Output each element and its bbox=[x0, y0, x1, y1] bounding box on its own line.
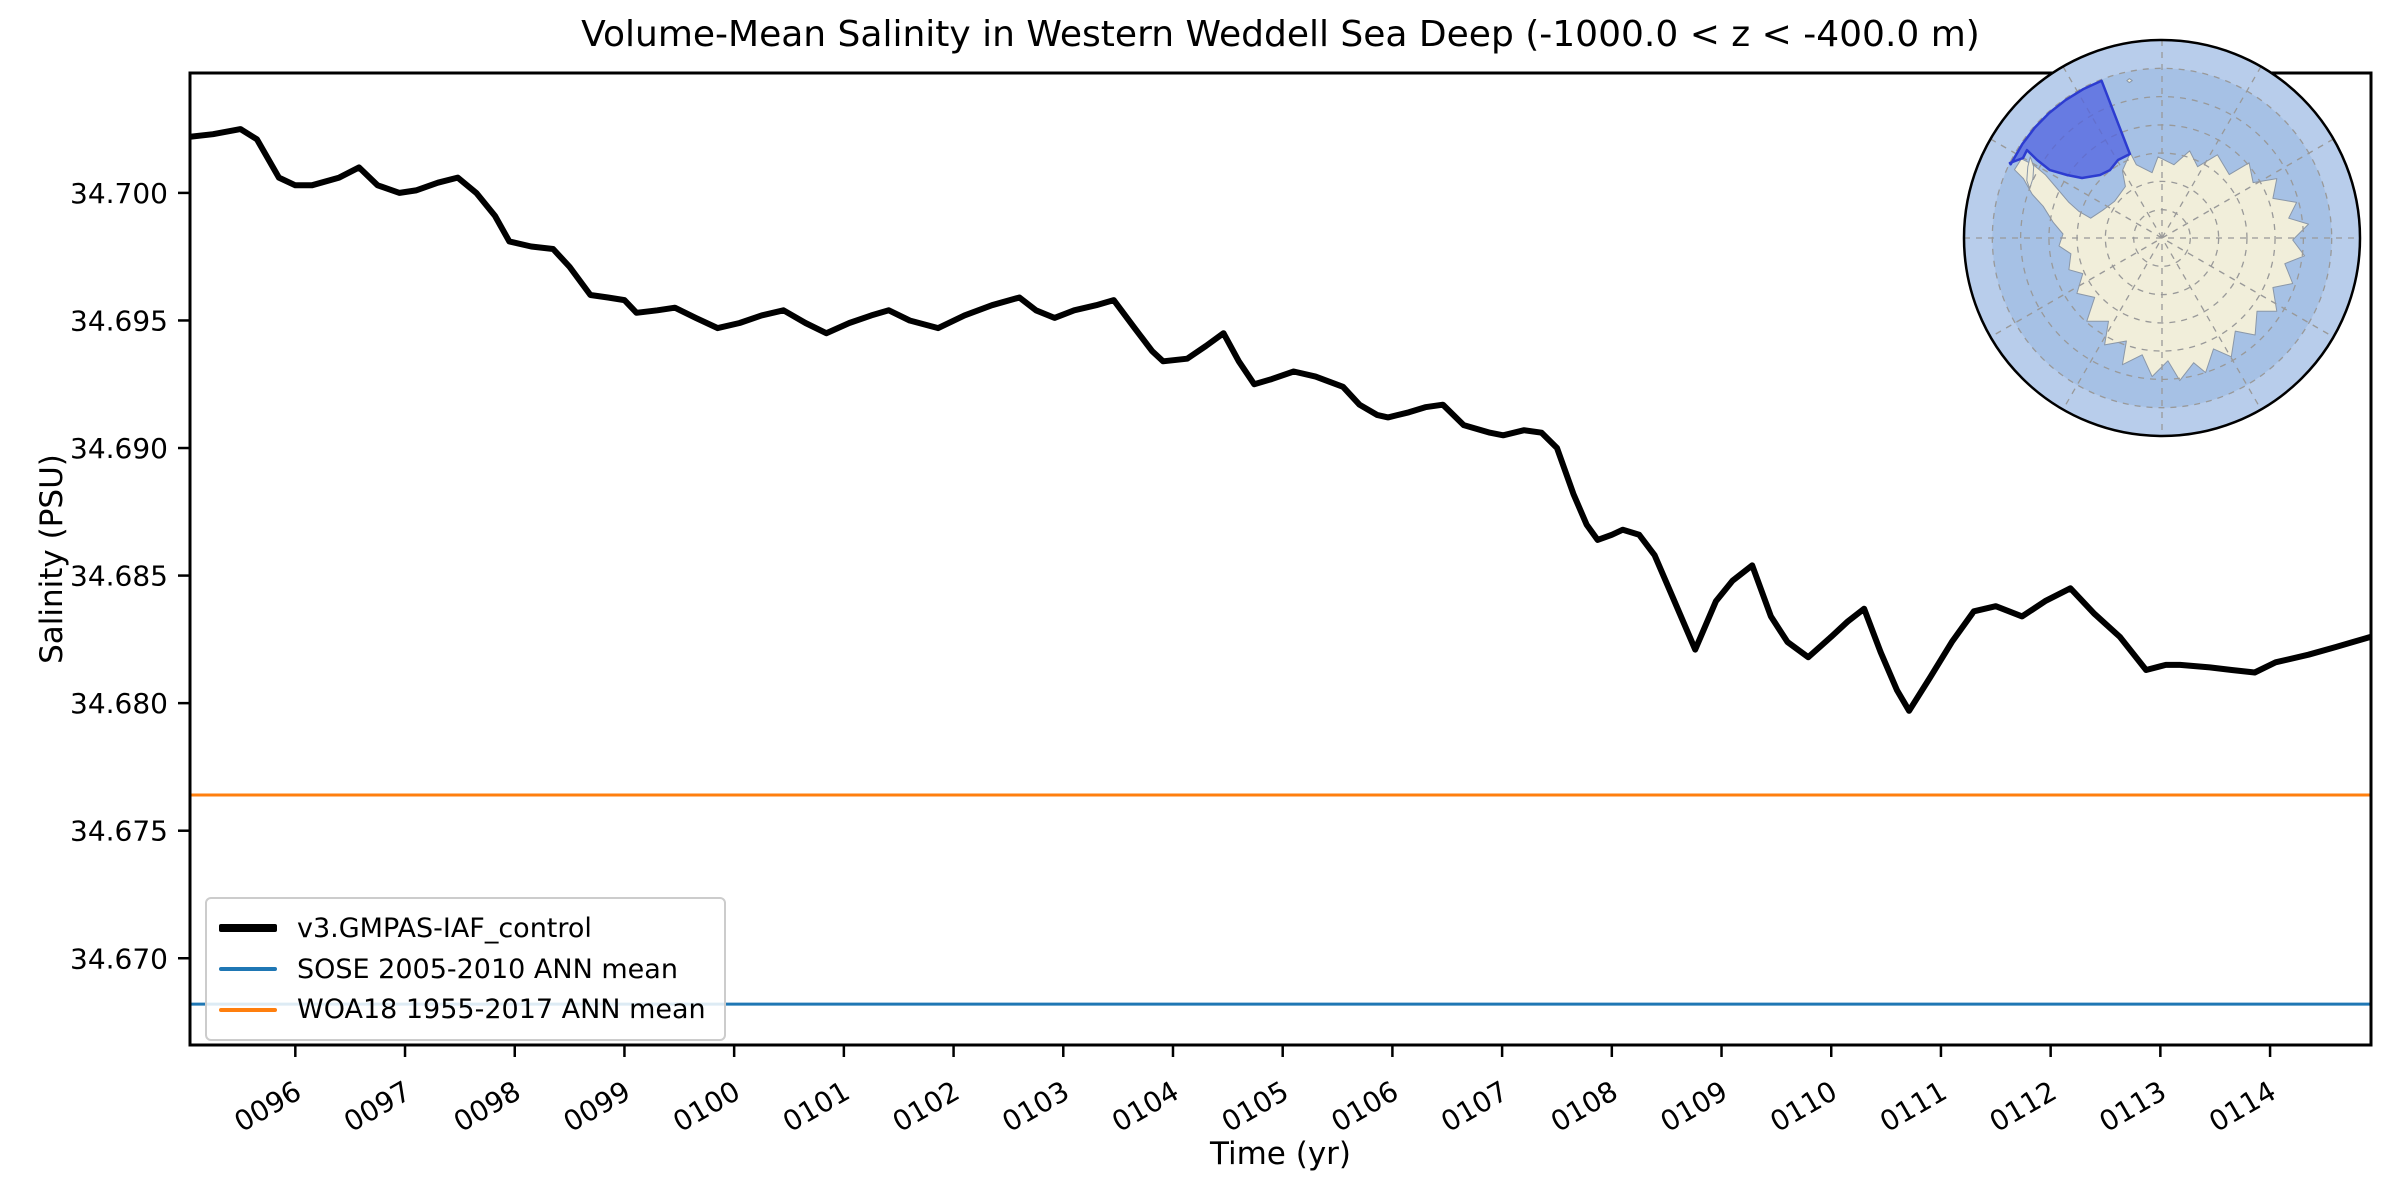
y-tick-label: 34.695 bbox=[70, 304, 168, 337]
legend-line-sample-blue bbox=[219, 967, 277, 971]
antarctica-inset-map-svg bbox=[1962, 38, 2362, 438]
y-tick-label: 34.685 bbox=[70, 560, 168, 593]
legend-line-sample-orange bbox=[219, 1007, 277, 1012]
y-axis-label: Salinity (PSU) bbox=[34, 454, 70, 664]
legend-entry-woa18: WOA18 1955-2017 ANN mean bbox=[219, 994, 714, 1025]
legend-entry-control: v3.GMPAS-IAF_control bbox=[219, 913, 714, 944]
x-tick-label: 0108 bbox=[1545, 1074, 1623, 1138]
x-tick-label: 0111 bbox=[1874, 1074, 1952, 1138]
legend-line-sample-black bbox=[219, 924, 277, 933]
map-content bbox=[1965, 41, 2359, 435]
x-tick-label: 0102 bbox=[887, 1074, 965, 1138]
legend-label: v3.GMPAS-IAF_control bbox=[297, 912, 592, 944]
y-tick-label: 34.700 bbox=[70, 177, 168, 210]
x-tick-label: 0097 bbox=[338, 1074, 416, 1138]
antarctica-landmass bbox=[2126, 78, 2133, 84]
x-axis-label: Time (yr) bbox=[1210, 1136, 1351, 1172]
x-tick-label: 0104 bbox=[1106, 1074, 1184, 1138]
x-tick-label: 0105 bbox=[1216, 1074, 1294, 1138]
legend-entry-sose: SOSE 2005-2010 ANN mean bbox=[219, 954, 714, 985]
x-tick-label: 0098 bbox=[448, 1074, 526, 1138]
x-tick-label: 0101 bbox=[777, 1074, 855, 1138]
x-tick-label: 0113 bbox=[2094, 1074, 2172, 1138]
x-tick-label: 0103 bbox=[997, 1074, 1075, 1138]
analysis-region-highlight bbox=[2008, 79, 2132, 180]
y-tick-label: 34.675 bbox=[70, 815, 168, 848]
model-salinity-curve bbox=[190, 126, 2371, 714]
x-tick-label: 0110 bbox=[1765, 1074, 1843, 1138]
chart-title: Volume-Mean Salinity in Western Weddell … bbox=[581, 14, 1980, 55]
x-tick-label: 0112 bbox=[1984, 1074, 2062, 1138]
x-tick-label: 0107 bbox=[1435, 1074, 1513, 1138]
x-tick-label: 0114 bbox=[2203, 1074, 2281, 1138]
x-tick-label: 0106 bbox=[1326, 1074, 1404, 1138]
graticule-meridian bbox=[1990, 138, 2334, 338]
y-tick-label: 34.670 bbox=[70, 942, 168, 975]
x-tick-label: 0096 bbox=[229, 1074, 307, 1138]
x-tick-label: 0109 bbox=[1655, 1074, 1733, 1138]
map-edge-circle bbox=[1962, 38, 2362, 438]
x-tick-label: 0100 bbox=[667, 1074, 745, 1138]
antarctica-landmass bbox=[2014, 150, 2309, 382]
y-tick-label: 34.690 bbox=[70, 432, 168, 465]
legend-label: SOSE 2005-2010 ANN mean bbox=[297, 953, 678, 985]
y-tick-label: 34.680 bbox=[70, 687, 168, 720]
antarctica-inset-map bbox=[1952, 28, 2372, 448]
axes-spines bbox=[188, 71, 2373, 1047]
legend-label: WOA18 1955-2017 ANN mean bbox=[297, 994, 706, 1026]
x-tick-label: 0099 bbox=[558, 1074, 636, 1138]
legend: v3.GMPAS-IAF_control SOSE 2005-2010 ANN … bbox=[205, 897, 726, 1041]
